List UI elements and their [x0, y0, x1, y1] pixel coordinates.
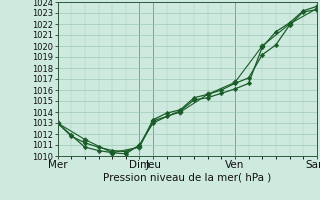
X-axis label: Pression niveau de la mer( hPa ): Pression niveau de la mer( hPa )	[103, 173, 271, 183]
